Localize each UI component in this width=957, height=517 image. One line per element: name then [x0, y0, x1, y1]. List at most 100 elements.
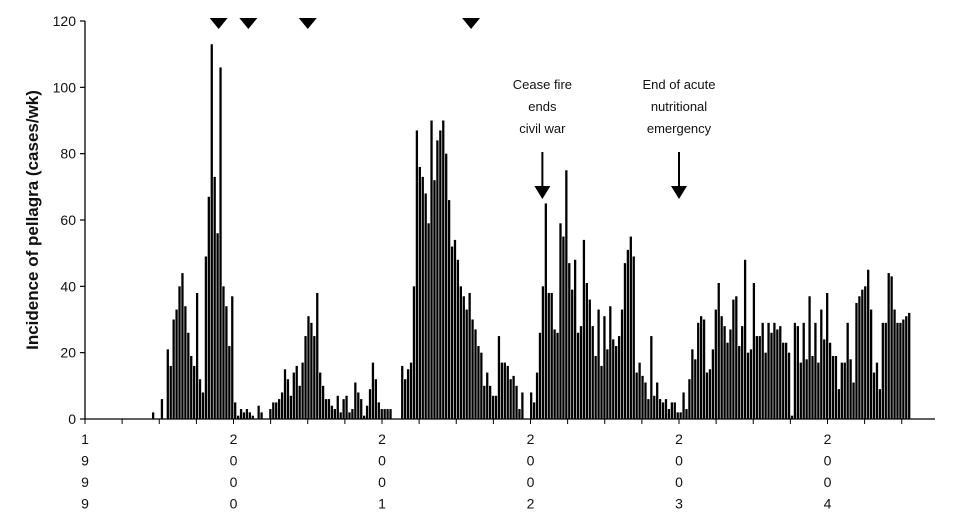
bar	[568, 263, 571, 419]
bar	[213, 176, 216, 419]
x-tick-label-digit: 4	[824, 496, 832, 512]
bar	[351, 409, 354, 419]
bar	[799, 362, 802, 419]
bar	[776, 329, 779, 419]
y-tick-label: 20	[60, 345, 76, 361]
bar	[887, 273, 890, 419]
bar	[459, 286, 462, 419]
bar	[433, 180, 436, 419]
bar	[181, 273, 184, 419]
bar	[500, 362, 504, 419]
bar	[363, 415, 366, 419]
bar	[723, 326, 726, 419]
bar	[503, 362, 506, 419]
bar	[544, 203, 547, 419]
bar	[585, 283, 588, 419]
bar	[415, 130, 419, 419]
bar	[269, 409, 272, 419]
bar	[717, 283, 720, 419]
bar	[210, 44, 213, 419]
bar	[814, 322, 817, 419]
bar	[450, 246, 454, 419]
bar	[204, 256, 208, 419]
bar	[166, 349, 169, 419]
bar	[324, 399, 328, 419]
bar	[743, 259, 747, 419]
event-marker-triangle	[209, 18, 228, 29]
bar	[480, 352, 483, 419]
bar	[541, 286, 545, 419]
bar	[790, 415, 794, 419]
bar	[697, 322, 700, 419]
bar	[169, 365, 172, 419]
bar	[834, 355, 838, 419]
x-tick-label-digit: 9	[81, 474, 89, 490]
bar	[658, 399, 662, 419]
bar	[521, 392, 524, 419]
x-tick-label-digit: 0	[527, 474, 535, 490]
bar	[283, 369, 287, 419]
bar	[852, 382, 855, 419]
x-tick-label-digit: 0	[675, 453, 683, 469]
annotation-text-ceasefire: Cease fire	[513, 77, 572, 92]
bar	[333, 409, 336, 419]
bar	[597, 309, 600, 419]
bar	[782, 342, 785, 419]
bar	[427, 223, 430, 419]
bar	[550, 292, 553, 419]
x-tick-label-digit: 9	[81, 453, 89, 469]
bar	[219, 67, 222, 420]
bar	[286, 379, 290, 419]
y-axis-label: Incidence of pellagra (cases/wk)	[23, 90, 42, 350]
bar	[820, 309, 823, 419]
bar	[653, 395, 656, 419]
bar	[462, 296, 465, 419]
bar	[711, 349, 715, 419]
bar	[705, 372, 709, 419]
bar	[629, 236, 632, 419]
bar	[404, 379, 407, 419]
bar	[336, 395, 339, 419]
bar	[808, 296, 811, 419]
bar	[242, 412, 246, 419]
bar	[823, 339, 826, 419]
bar	[360, 399, 363, 419]
bar	[471, 319, 474, 419]
annotation-text-end-emergency: nutritional	[651, 99, 707, 114]
bar	[626, 249, 630, 419]
bar	[741, 326, 744, 419]
bar	[377, 402, 380, 419]
x-tick-label-digit: 0	[230, 474, 238, 490]
bar	[714, 309, 717, 419]
bar	[436, 140, 439, 419]
bar	[767, 322, 770, 419]
bar	[908, 312, 911, 419]
bar	[676, 412, 679, 419]
x-tick-label-digit: 9	[81, 496, 89, 512]
bar	[310, 322, 313, 419]
bar	[893, 309, 896, 419]
bar	[855, 302, 858, 419]
bar	[779, 326, 782, 419]
bar	[905, 316, 908, 419]
bar	[178, 286, 181, 419]
bar	[623, 263, 627, 419]
x-tick-label-digit: 0	[230, 453, 238, 469]
bar	[573, 259, 577, 419]
bar	[406, 369, 410, 419]
bar	[321, 385, 325, 419]
annotation-arrow-head	[671, 186, 687, 199]
x-tick-label-digit: 2	[675, 431, 683, 447]
bar	[902, 319, 905, 419]
bar	[494, 395, 498, 419]
bar	[831, 355, 835, 419]
bar	[752, 283, 756, 419]
x-tick-label-digit: 2	[527, 431, 535, 447]
bar	[307, 316, 310, 419]
bar	[512, 375, 515, 419]
y-tick-label: 40	[60, 278, 76, 294]
bar	[726, 342, 729, 419]
bar	[201, 392, 205, 419]
annotation-text-ceasefire: ends	[528, 99, 557, 114]
bar	[615, 346, 618, 419]
